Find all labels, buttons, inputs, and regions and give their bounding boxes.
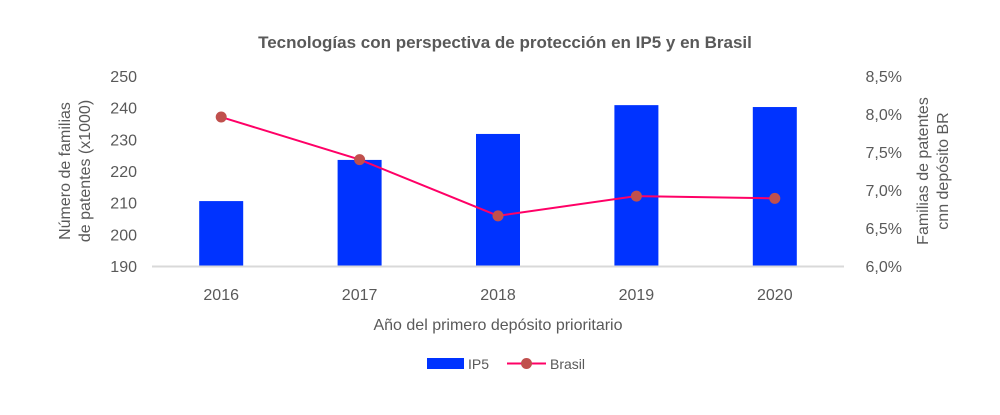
y2-axis-title-line-2: cnn depósito BR <box>935 112 952 229</box>
bar-2020 <box>752 107 797 267</box>
bar-2018 <box>476 133 520 266</box>
y2-tick-label: 8,0% <box>866 107 902 124</box>
chart-title: Tecnologías con perspectiva de protecció… <box>258 33 752 52</box>
y2-tick-label: 8,5% <box>866 69 902 86</box>
y-tick-label: 230 <box>110 132 137 149</box>
point-2018 <box>492 210 504 222</box>
line-series-brasil <box>215 111 781 222</box>
y-axis-title-right: Familias de patentes cnn depósito BR <box>915 97 952 245</box>
y2-axis-title-line-1: Familias de patentes <box>915 97 932 245</box>
point-2016 <box>215 111 227 123</box>
point-2020 <box>769 192 781 204</box>
legend-swatch-ip5 <box>427 358 464 369</box>
point-2019 <box>630 190 642 202</box>
y-tick-label: 210 <box>110 196 137 213</box>
y-axis-title-line-2: de patentes (x1000) <box>77 100 94 242</box>
x-axis: 2016 2017 2018 2019 2020 <box>203 287 792 304</box>
y2-tick-label: 7,0% <box>866 183 902 200</box>
y-tick-label: 250 <box>110 69 137 86</box>
y-tick-label: 240 <box>110 101 137 118</box>
x-tick-label: 2016 <box>203 287 239 304</box>
y-tick-label: 200 <box>110 227 137 244</box>
y-tick-label: 220 <box>110 164 137 181</box>
y-axis-title-line-1: Número de familias <box>57 102 74 240</box>
bar-2019 <box>614 105 659 266</box>
legend-label-ip5: IP5 <box>468 356 489 372</box>
y-axis-title-left: Número de familias de patentes (x1000) <box>57 100 94 242</box>
y-tick-label: 190 <box>110 259 137 276</box>
bar-2016 <box>199 201 244 266</box>
y-axis-right: 6,0% 6,5% 7,0% 7,5% 8,0% 8,5% <box>866 69 902 276</box>
y2-tick-label: 6,5% <box>866 221 902 238</box>
x-tick-label: 2018 <box>480 287 516 304</box>
legend-marker-brasil <box>521 358 532 369</box>
x-tick-label: 2019 <box>619 287 655 304</box>
legend-label-brasil: Brasil <box>550 356 585 372</box>
bar-2017 <box>337 159 382 266</box>
x-tick-label: 2017 <box>342 287 378 304</box>
y2-tick-label: 6,0% <box>866 259 902 276</box>
y2-tick-label: 7,5% <box>866 145 902 162</box>
legend: IP5 Brasil <box>427 356 585 372</box>
bar-series-ip5 <box>199 105 797 267</box>
x-tick-label: 2020 <box>757 287 793 304</box>
y-axis-left: 190 200 210 220 230 240 250 <box>110 69 137 276</box>
point-2017 <box>354 154 366 166</box>
x-axis-title: Año del primero depósito prioritario <box>373 317 622 334</box>
